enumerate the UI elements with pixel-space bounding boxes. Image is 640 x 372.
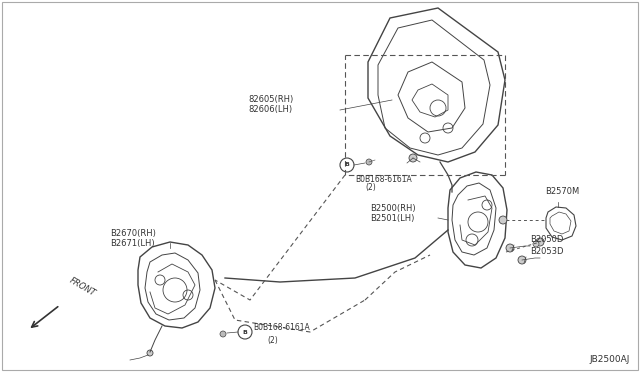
Text: B2501(LH): B2501(LH) bbox=[370, 214, 414, 223]
Circle shape bbox=[536, 238, 544, 246]
Text: B0B168-6161A: B0B168-6161A bbox=[253, 324, 310, 333]
Text: (2): (2) bbox=[365, 183, 376, 192]
Circle shape bbox=[238, 325, 252, 339]
Circle shape bbox=[409, 154, 417, 162]
Circle shape bbox=[499, 216, 507, 224]
Text: B0B168-6161A: B0B168-6161A bbox=[355, 175, 412, 184]
Circle shape bbox=[147, 350, 153, 356]
Text: (2): (2) bbox=[267, 336, 278, 344]
Text: JB2500AJ: JB2500AJ bbox=[589, 355, 630, 364]
Text: B2570M: B2570M bbox=[545, 187, 579, 196]
Circle shape bbox=[533, 241, 539, 247]
Circle shape bbox=[366, 159, 372, 165]
Text: B: B bbox=[344, 163, 349, 167]
Circle shape bbox=[340, 158, 354, 172]
Circle shape bbox=[518, 256, 526, 264]
Text: B2053D: B2053D bbox=[530, 247, 563, 256]
Text: B2671(LH): B2671(LH) bbox=[110, 239, 155, 248]
Text: B2670(RH): B2670(RH) bbox=[110, 229, 156, 238]
Circle shape bbox=[506, 244, 514, 252]
Text: 82605(RH): 82605(RH) bbox=[248, 95, 293, 104]
Circle shape bbox=[220, 331, 226, 337]
Text: B2500(RH): B2500(RH) bbox=[370, 204, 415, 213]
Text: 82606(LH): 82606(LH) bbox=[248, 105, 292, 114]
Text: B: B bbox=[243, 330, 248, 334]
Text: B2050D: B2050D bbox=[530, 235, 563, 244]
Text: FRONT: FRONT bbox=[68, 276, 97, 298]
